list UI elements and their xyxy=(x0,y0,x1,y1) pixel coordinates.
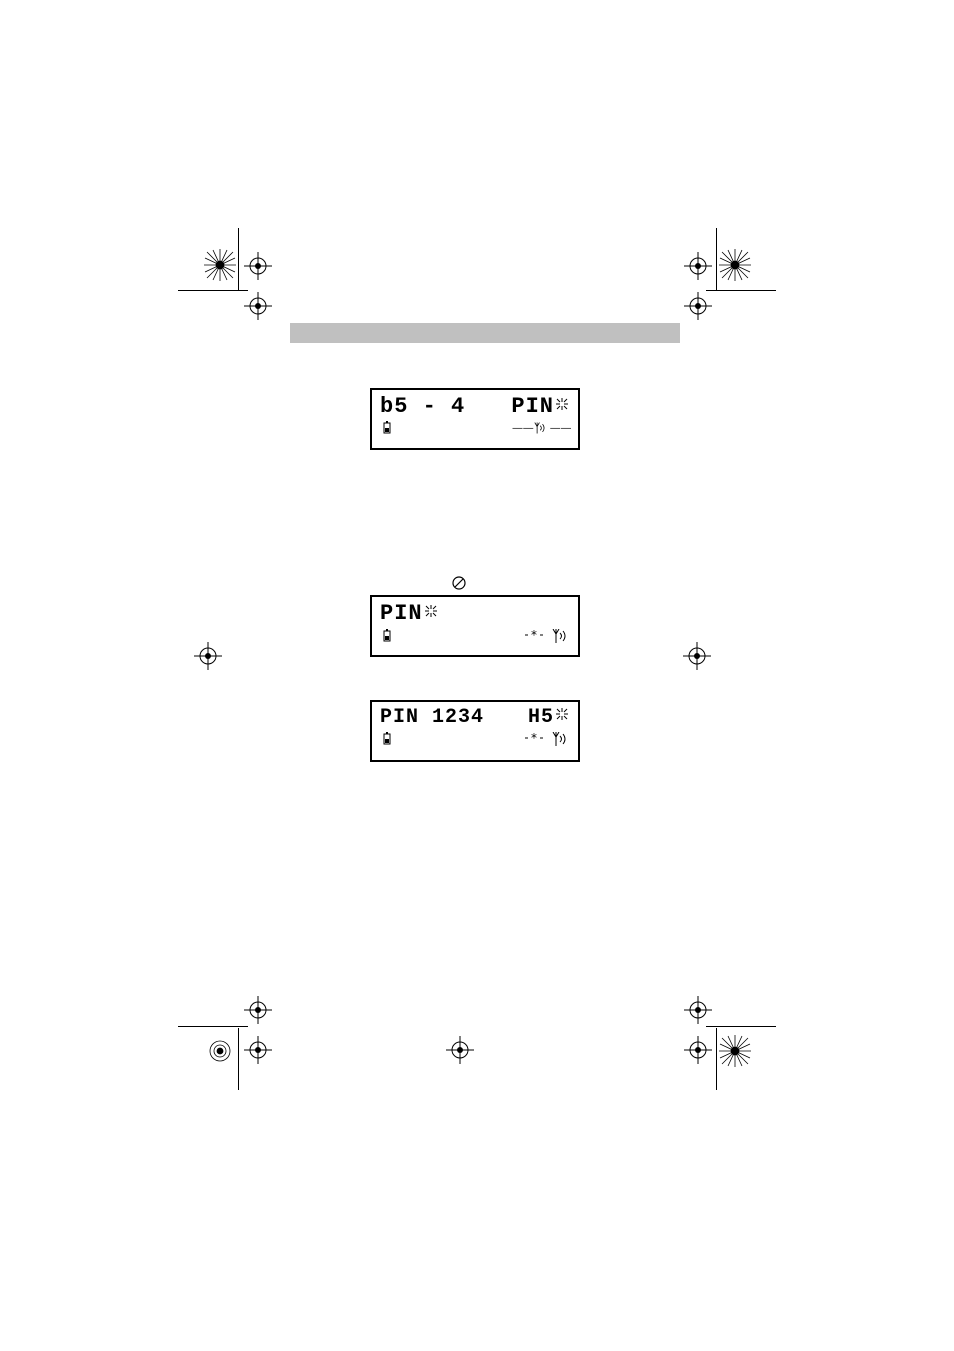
blink-dashes-icon: — — xyxy=(550,423,570,434)
antenna-signal-icon xyxy=(534,421,548,435)
battery-icon xyxy=(380,732,394,746)
lcd2-text: PIN xyxy=(380,601,423,626)
lcd-display-1: b5 - 4 PIN — — — — xyxy=(370,388,580,450)
header-gray-bar xyxy=(290,323,680,343)
crosshair-icon xyxy=(684,252,712,280)
crosshair-icon xyxy=(446,1036,474,1064)
crosshair-icon xyxy=(194,642,222,670)
crosshair-icon xyxy=(684,292,712,320)
regmark-bottom-right xyxy=(676,988,776,1098)
crosshair-icon xyxy=(244,1036,272,1064)
crosshair-icon xyxy=(684,996,712,1024)
svg-text:*: * xyxy=(530,628,537,642)
regmark-top-left xyxy=(178,228,278,328)
battery-icon xyxy=(380,629,394,643)
battery-icon xyxy=(380,421,394,435)
regmark-bottom-left xyxy=(178,988,278,1098)
regmark-top-right xyxy=(676,228,776,328)
lcd3-right-text: H5 xyxy=(528,706,554,729)
lcd-display-3: PIN 1234 H5 * xyxy=(370,700,580,762)
blink-indicator-icon xyxy=(423,601,439,617)
asterisk-blink-icon: * xyxy=(524,731,544,747)
prohibit-icon xyxy=(452,576,466,590)
lcd3-left-text: PIN 1234 xyxy=(380,706,484,729)
sunburst-icon xyxy=(203,1034,237,1068)
crosshair-icon xyxy=(244,252,272,280)
asterisk-blink-icon: * xyxy=(524,628,544,644)
sunburst-icon xyxy=(718,1034,752,1068)
moon-icon xyxy=(550,576,564,590)
lcd1-left-text: b5 - 4 xyxy=(380,394,465,419)
blink-dashes-icon: — — xyxy=(512,423,532,434)
svg-text:*: * xyxy=(530,731,537,745)
antenna-signal-icon xyxy=(552,732,570,746)
lcd1-right-text: PIN xyxy=(511,394,554,419)
sunburst-icon xyxy=(203,248,237,282)
antenna-signal-icon xyxy=(552,629,570,643)
crosshair-icon xyxy=(684,1036,712,1064)
blink-indicator-icon xyxy=(554,706,570,722)
crosshair-icon xyxy=(244,996,272,1024)
crosshair-icon xyxy=(244,292,272,320)
lcd-display-2: PIN * xyxy=(370,595,580,657)
crosshair-icon xyxy=(683,642,711,670)
blink-indicator-icon xyxy=(554,394,570,410)
sunburst-icon xyxy=(718,248,752,282)
